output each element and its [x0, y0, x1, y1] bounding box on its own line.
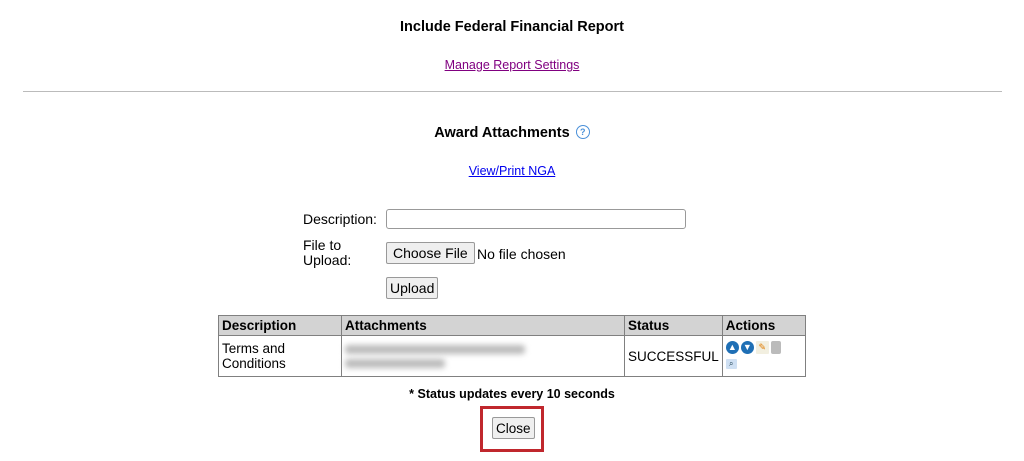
manage-report-settings-link[interactable]: Manage Report Settings	[444, 58, 580, 72]
col-attachments: Attachments	[341, 315, 625, 336]
move-down-icon[interactable]: ▼	[740, 340, 754, 354]
upload-button[interactable]: Upload	[386, 277, 439, 299]
description-input[interactable]	[386, 209, 686, 229]
col-status: Status	[624, 315, 723, 336]
divider	[23, 91, 1002, 92]
row-description: Terms and Conditions	[218, 335, 342, 377]
no-file-text: No file chosen	[477, 246, 566, 262]
description-label: Description:	[303, 211, 377, 227]
status-note: * Status updates every 10 seconds	[409, 387, 615, 401]
page-title: Include Federal Financial Report	[400, 19, 624, 35]
close-button[interactable]: Close	[492, 417, 535, 439]
table-row: Terms and Conditions SUCCESSFUL ▲ ▼ ✎ ⌕	[218, 335, 807, 377]
view-icon[interactable]: ⌕	[725, 358, 737, 369]
view-print-nga-link[interactable]: View/Print NGA	[468, 164, 556, 178]
edit-icon[interactable]: ✎	[755, 340, 769, 354]
row-attachment-blurred[interactable]	[341, 335, 625, 377]
row-status: SUCCESSFUL	[624, 335, 723, 377]
attachments-table: Description Attachments Status Actions T…	[218, 315, 807, 377]
section-title: Award Attachments	[434, 125, 570, 141]
col-description: Description	[218, 315, 342, 336]
col-actions: Actions	[721, 315, 807, 336]
choose-file-button[interactable]: Choose File	[386, 242, 475, 264]
move-up-icon[interactable]: ▲	[725, 340, 739, 354]
close-highlight	[480, 406, 544, 452]
delete-icon[interactable]	[770, 340, 781, 354]
file-label: File to Upload:	[303, 237, 352, 268]
help-circle-icon[interactable]: ?	[575, 125, 590, 139]
